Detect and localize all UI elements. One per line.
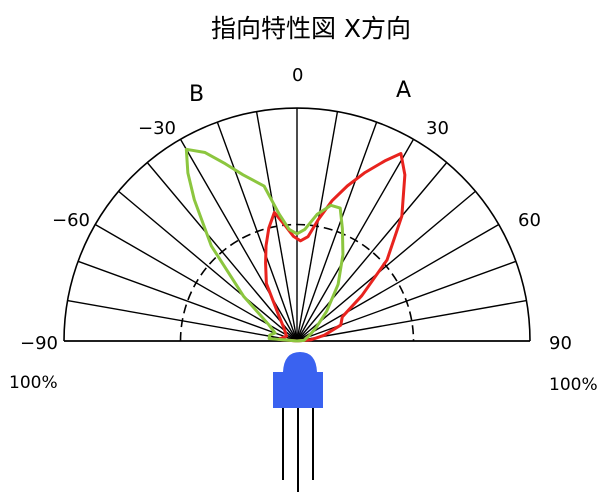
chart-title: 指向特性図 X方向 (211, 14, 411, 43)
spoke--30 (179, 138, 298, 342)
tick-label-neg30: −30 (138, 118, 176, 139)
dashed-ring (179, 223, 415, 342)
tick-label-0: 0 (292, 65, 303, 86)
angle-tick-labels: −90 −60 −30 0 30 60 90 (20, 65, 572, 354)
tick-label-neg60: −60 (52, 210, 90, 231)
spoke--50 (118, 190, 298, 342)
spoke-60 (296, 223, 500, 342)
tick-label-90: 90 (549, 333, 572, 354)
side-label-b: B (189, 82, 204, 107)
polar-grid (63, 107, 531, 342)
spoke--70 (77, 260, 298, 342)
led-body (273, 352, 323, 408)
spoke-20 (296, 121, 378, 342)
tick-label-30: 30 (426, 118, 449, 139)
tick-label-neg90: −90 (20, 333, 58, 354)
radial-label-left: 100% (9, 373, 58, 393)
spoke-80 (296, 299, 527, 342)
series-line-1 (184, 147, 345, 343)
series-line-0 (264, 152, 407, 343)
side-label-a: A (396, 78, 411, 103)
radial-label-right: 100% (549, 375, 598, 395)
spoke-40 (296, 162, 448, 342)
series-layer (184, 147, 407, 343)
tick-label-60: 60 (518, 210, 541, 231)
led-icon (273, 352, 323, 492)
outer-arc (63, 107, 531, 342)
